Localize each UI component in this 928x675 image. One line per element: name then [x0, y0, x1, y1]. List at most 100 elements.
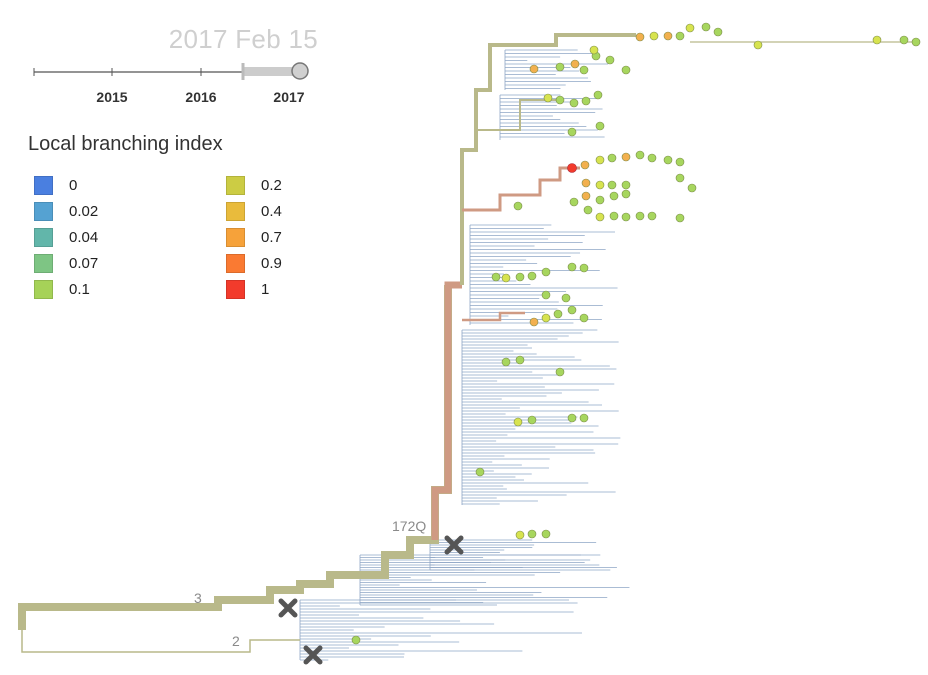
tip-node[interactable] [753, 40, 763, 50]
tip-node[interactable] [529, 64, 539, 74]
tip-node[interactable] [663, 31, 673, 41]
legend-item[interactable]: 0.07 [34, 252, 98, 274]
tip-node[interactable] [513, 201, 523, 211]
tip-node[interactable] [569, 98, 579, 108]
tip-node[interactable] [593, 90, 603, 100]
tip-node[interactable] [491, 272, 501, 282]
tip-node[interactable] [541, 313, 551, 323]
tip-node[interactable] [595, 121, 605, 131]
tip-node[interactable] [595, 212, 605, 222]
tip-node[interactable] [675, 173, 685, 183]
tip-node[interactable] [527, 529, 537, 539]
tip-node[interactable] [701, 22, 711, 32]
tip-node[interactable] [647, 153, 657, 163]
tip-node[interactable] [567, 127, 577, 137]
trunk-branch[interactable] [18, 285, 452, 630]
tip-node[interactable] [649, 31, 659, 41]
tip-node[interactable] [515, 355, 525, 365]
tip-node[interactable] [621, 212, 631, 222]
legend-item[interactable]: 0.4 [226, 200, 282, 222]
tip-node[interactable] [555, 367, 565, 377]
trunk-branch-highlight[interactable] [431, 281, 462, 540]
tip-node[interactable] [675, 213, 685, 223]
tip-node[interactable] [579, 263, 589, 273]
tip-node[interactable] [569, 197, 579, 207]
tip-node[interactable] [635, 32, 645, 42]
tip-node[interactable] [527, 271, 537, 281]
tip-node[interactable] [621, 65, 631, 75]
tip-node[interactable] [621, 152, 631, 162]
tip-node[interactable] [583, 205, 593, 215]
legend-item[interactable]: 0.7 [226, 226, 282, 248]
legend-item[interactable]: 0.1 [34, 278, 90, 300]
tip-node[interactable] [529, 317, 539, 327]
tip-node[interactable] [713, 27, 723, 37]
tip-node[interactable] [570, 59, 580, 69]
basal-branch[interactable] [21, 630, 300, 653]
tip-node[interactable] [675, 157, 685, 167]
tip-node[interactable] [567, 163, 577, 173]
tip-node[interactable] [589, 45, 599, 55]
tip-node[interactable] [609, 211, 619, 221]
timeline-right-handle[interactable] [291, 62, 309, 80]
tip-node[interactable] [581, 96, 591, 106]
tip-node[interactable] [899, 35, 909, 45]
tip-node[interactable] [567, 305, 577, 315]
tip-node[interactable] [541, 290, 551, 300]
timeline-selection[interactable] [243, 67, 299, 76]
tip-node[interactable] [580, 160, 590, 170]
tip-node[interactable] [579, 413, 589, 423]
legend-item[interactable]: 0.9 [226, 252, 282, 274]
trunk-group[interactable] [18, 33, 920, 653]
clade-branch[interactable] [476, 99, 560, 131]
tip-node[interactable] [621, 189, 631, 199]
tip-node[interactable] [872, 35, 882, 45]
tip-node[interactable] [607, 180, 617, 190]
tip-node[interactable] [513, 417, 523, 427]
tip-node[interactable] [609, 191, 619, 201]
tip-node[interactable] [541, 529, 551, 539]
legend-item[interactable]: 0.04 [34, 226, 98, 248]
tip-node[interactable] [555, 95, 565, 105]
tip-node[interactable] [595, 180, 605, 190]
legend-item[interactable]: 0.2 [226, 174, 282, 196]
tip-node[interactable] [579, 313, 589, 323]
tip-node[interactable] [501, 357, 511, 367]
tip-node[interactable] [607, 153, 617, 163]
tip-node[interactable] [553, 309, 563, 319]
tip-node[interactable] [581, 178, 591, 188]
tip-node[interactable] [579, 65, 589, 75]
tip-node[interactable] [911, 37, 921, 47]
tip-node[interactable] [595, 195, 605, 205]
tip-node-group[interactable] [351, 22, 921, 645]
tip-node[interactable] [687, 183, 697, 193]
clade-branch[interactable] [462, 311, 525, 322]
tip-node[interactable] [567, 413, 577, 423]
legend-item[interactable]: 1 [226, 278, 269, 300]
tip-node[interactable] [635, 211, 645, 221]
tip-node[interactable] [685, 23, 695, 33]
tip-node[interactable] [555, 62, 565, 72]
tip-node[interactable] [605, 55, 615, 65]
tip-node[interactable] [515, 530, 525, 540]
legend-item[interactable]: 0.02 [34, 200, 98, 222]
tip-node[interactable] [527, 415, 537, 425]
tip-node[interactable] [581, 191, 591, 201]
tip-node[interactable] [351, 635, 361, 645]
tip-node[interactable] [621, 180, 631, 190]
tip-node[interactable] [515, 272, 525, 282]
tip-node[interactable] [675, 31, 685, 41]
tip-node[interactable] [567, 262, 577, 272]
tip-node[interactable] [663, 155, 673, 165]
tip-node[interactable] [475, 467, 485, 477]
tip-node[interactable] [561, 293, 571, 303]
clade-branch[interactable] [462, 166, 580, 212]
upper-trunk-branch[interactable] [460, 33, 636, 285]
tip-node[interactable] [595, 155, 605, 165]
tip-node[interactable] [543, 93, 553, 103]
tip-node[interactable] [501, 273, 511, 283]
tip-node[interactable] [647, 211, 657, 221]
timeline-slider[interactable]: 2015 2016 2017 [0, 55, 330, 105]
tip-node[interactable] [541, 267, 551, 277]
